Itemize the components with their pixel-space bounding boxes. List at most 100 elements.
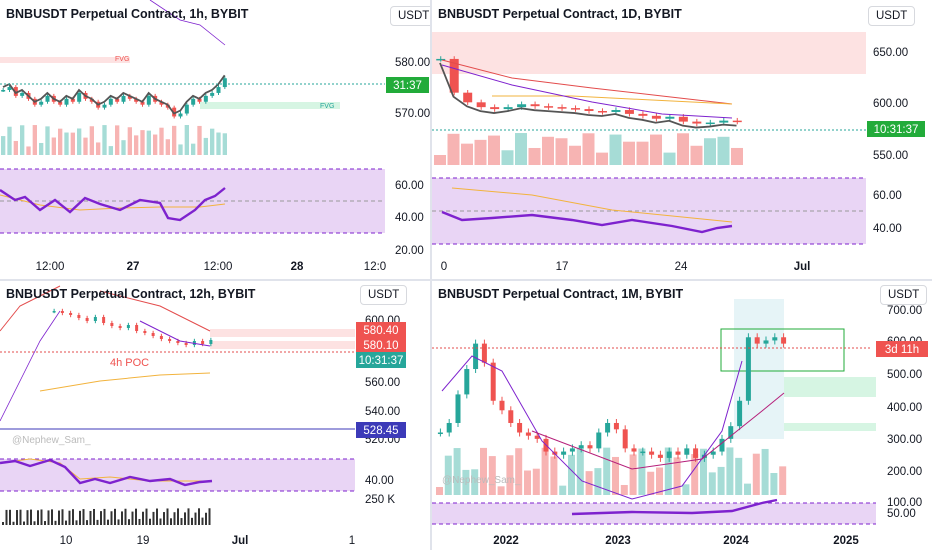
price-candle — [436, 58, 446, 61]
price-candle — [534, 435, 540, 439]
chart-1h-svg: FVG FVG 580.00 570.00 31:37 60.00 40.00 20.00 12… — [0, 0, 430, 273]
volume-bar — [576, 448, 584, 495]
volume-bar — [124, 508, 127, 525]
chart-pane-12h[interactable]: 4h POC@Nephew_Sam_600.00580.00560.00540.… — [0, 281, 430, 550]
price-candle — [499, 400, 505, 411]
volume-bar — [612, 456, 619, 495]
currency-button[interactable]: USDT — [360, 285, 408, 305]
price-axis-label: 700.00 — [887, 305, 922, 317]
volume-bar — [13, 140, 18, 155]
price-candle — [446, 422, 452, 433]
price-candle — [701, 454, 707, 458]
watermark: @Nephew_Sam_ — [12, 435, 91, 446]
chart-pane-1h[interactable]: FVG FVG 580.00 570.00 31:37 60.00 40.00 20.00 12… — [0, 0, 430, 279]
price-candle — [745, 337, 751, 401]
rsi-line — [0, 458, 213, 487]
volume-bar — [156, 508, 158, 525]
rsi-line — [571, 498, 778, 516]
price-candle — [732, 120, 742, 123]
volume-bar — [198, 508, 200, 525]
price-countdown-tag-bg — [876, 341, 928, 357]
volume-bar — [163, 512, 165, 525]
time-axis-label: 19 — [137, 535, 150, 547]
price-candle — [39, 101, 44, 105]
price-candle — [115, 98, 120, 102]
volume-bar — [107, 519, 109, 525]
time-axis-label: Jul — [232, 535, 249, 547]
volume-bar — [58, 128, 63, 155]
price-candle — [108, 98, 113, 105]
volume-bar — [172, 125, 177, 155]
chart-title: BNBUSDT Perpetual Contract, 1D, BYBIT — [438, 7, 682, 21]
volume-bar — [555, 138, 568, 165]
price-candle — [102, 104, 107, 108]
volume-bar — [216, 132, 221, 155]
price-candle — [705, 122, 715, 125]
chart-pane-1m[interactable]: @Nephew_Sam_700.00600.00500.00400.00300.… — [432, 281, 932, 550]
price-candle — [209, 340, 213, 344]
volume-bar — [134, 135, 139, 155]
moving-average-line — [2, 74, 226, 115]
chart-pane-1d[interactable]: 650.00 600.00 550.00 10:31:37 60.00 40.00 0 17 2… — [432, 0, 932, 279]
volume-bar — [26, 510, 29, 525]
price-candle — [201, 341, 205, 344]
rsi-line — [441, 210, 733, 234]
volume-bar — [61, 509, 64, 525]
price-candle — [126, 325, 130, 328]
volume-bar — [138, 518, 141, 525]
volume-bar — [542, 136, 554, 165]
volume-bar — [752, 453, 760, 495]
rsi-axis-label: 40.00 — [395, 212, 424, 224]
price-candle — [449, 58, 459, 93]
price-axis-label: 580.00 — [395, 57, 430, 69]
currency-button[interactable]: USDT — [868, 6, 916, 26]
volume-bar — [201, 517, 204, 525]
volume-bar — [436, 487, 443, 495]
price-candle — [13, 87, 18, 96]
price-candle — [463, 92, 473, 103]
volume-bar — [673, 457, 681, 495]
indicator-line — [0, 310, 61, 422]
time-axis-label: 27 — [127, 261, 140, 273]
volume-bar — [735, 457, 743, 495]
volume-bar — [159, 518, 162, 525]
price-axis-label: 550.00 — [873, 150, 908, 162]
volume-bar — [64, 132, 69, 155]
price-candle — [530, 104, 540, 107]
price-axis-label: 100.00 — [887, 497, 922, 509]
volume-bar — [501, 150, 514, 165]
volume-bar — [559, 485, 567, 495]
price-candle — [657, 454, 663, 458]
volume-bar — [488, 456, 496, 495]
price-candle — [649, 451, 655, 455]
volume-bar — [51, 137, 56, 155]
volume-bar — [194, 512, 197, 525]
fvg-label: FVG — [115, 56, 129, 63]
price-candle — [728, 426, 734, 439]
volume-bar — [717, 136, 730, 165]
volume-bar — [515, 133, 527, 165]
currency-button[interactable]: USDT — [880, 285, 928, 305]
volume-bar — [647, 471, 655, 495]
volume-bar — [44, 521, 46, 525]
time-axis-label: Jul — [794, 261, 811, 273]
currency-button[interactable]: USDT — [390, 6, 430, 26]
volume-bar — [102, 125, 107, 155]
volume-bar — [770, 473, 778, 495]
price-candle — [578, 445, 584, 449]
price-candle — [70, 98, 75, 102]
volume-bar — [528, 147, 541, 165]
time-axis-label: 0 — [441, 261, 447, 273]
volume-bar — [177, 508, 179, 525]
volume-bar — [636, 141, 649, 165]
price-candle — [184, 343, 188, 345]
volume-bar — [96, 142, 101, 155]
price-candle — [631, 448, 637, 452]
chart-1m-svg: @Nephew_Sam_700.00600.00500.00400.00300.… — [432, 299, 928, 547]
volume-bar — [462, 469, 470, 495]
rsi-axis-label: 40.00 — [365, 475, 394, 487]
price-candle — [58, 101, 63, 105]
price-axis-label: 540.00 — [365, 406, 400, 418]
price-countdown-tag: 31:37 — [393, 80, 422, 92]
volume-bar — [541, 447, 549, 495]
